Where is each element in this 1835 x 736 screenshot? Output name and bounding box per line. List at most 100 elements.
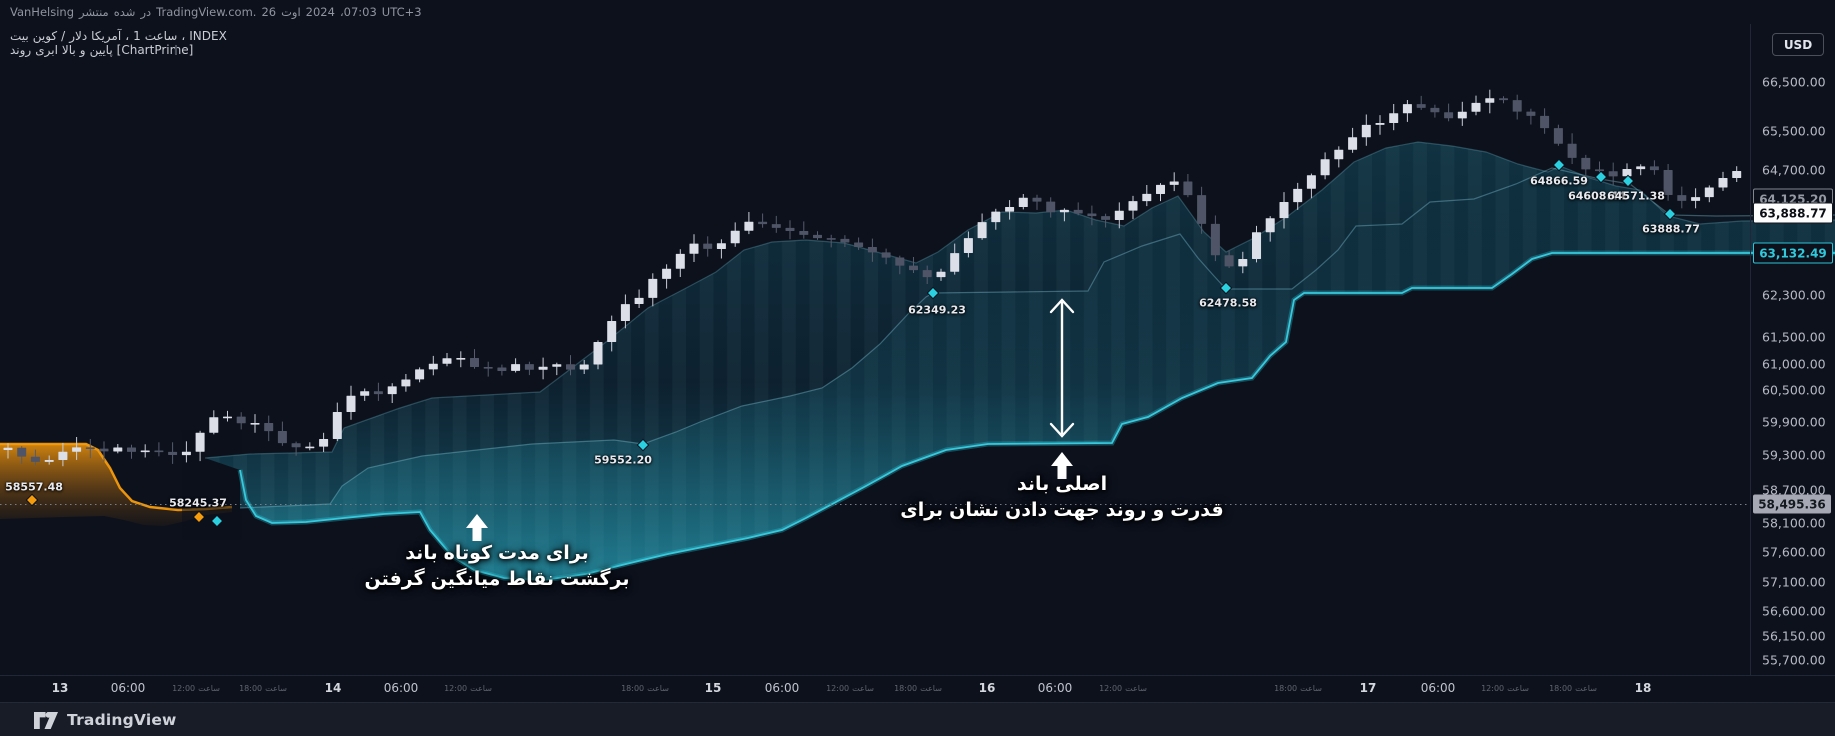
time-tick[interactable]: 06:00 xyxy=(765,681,800,695)
price-badge: 63,888.77 xyxy=(1753,202,1833,224)
price-tick: 66,500.00 xyxy=(1762,74,1826,90)
time-tick[interactable]: 12:00 ساعت xyxy=(172,684,220,693)
time-tick-piece: ساعت xyxy=(852,684,874,693)
text-piece: VanHelsing xyxy=(10,5,75,19)
short-band-annotation: باند کوتاه مدت برای گرفتن میانگین نقاط برگشت xyxy=(364,540,629,592)
text-piece: ، xyxy=(125,29,130,43)
pivot-price-label: 59552.20 xyxy=(594,453,652,467)
pivot-price-label: 62349.23 xyxy=(908,303,966,317)
time-tick[interactable]: 12:00 ساعت xyxy=(1481,684,1529,693)
annotation-word: نشان xyxy=(949,499,999,521)
time-tick-piece: 06:00 xyxy=(110,681,146,695)
price-tick: 57,100.00 xyxy=(1762,574,1826,590)
text-piece: دلار xyxy=(69,29,88,43)
price-tick: 65,500.00 xyxy=(1762,123,1826,139)
time-tick[interactable]: 14 xyxy=(325,681,342,695)
annotation-word: برگشت xyxy=(560,568,630,590)
text-piece: UTC+3 xyxy=(381,5,422,19)
text-piece: 26 xyxy=(261,5,277,19)
text-piece: ، xyxy=(181,29,186,43)
text-piece: آمریکا xyxy=(91,29,122,43)
price-badge: 58,495.36 xyxy=(1753,494,1831,514)
annotation-word: باند xyxy=(1016,473,1050,495)
time-tick-piece: ساعت xyxy=(920,684,942,693)
currency-usd-button[interactable]: USD xyxy=(1772,33,1824,56)
time-tick[interactable]: 15 xyxy=(705,681,722,695)
candle-bodies xyxy=(3,98,1742,462)
price-tick: 60,500.00 xyxy=(1762,382,1826,398)
time-tick-piece: ساعت xyxy=(198,684,220,693)
time-tick[interactable]: 18:00 ساعت xyxy=(239,684,287,693)
time-tick-piece: ساعت xyxy=(647,684,669,693)
time-tick[interactable]: 18:00 ساعت xyxy=(621,684,669,693)
pivot-price-label: 63888.77 xyxy=(1642,222,1700,236)
text-piece: ،07:03 xyxy=(339,5,377,19)
time-tick[interactable]: 12:00 ساعت xyxy=(444,684,492,693)
price-tick: 57,600.00 xyxy=(1762,544,1826,560)
annotation-word: قدرت xyxy=(1170,499,1224,521)
time-tick-piece: ساعت xyxy=(1507,684,1529,693)
indicator-legend[interactable]: روند ابری بالا و پایین [ChartPrime] xyxy=(10,43,193,57)
time-tick[interactable]: 06:00 xyxy=(384,681,419,695)
symbol-legend[interactable]: بیت کوین / دلار آمریکا ، 1 ساعت ، INDEX xyxy=(10,29,227,43)
main-band-top-edge xyxy=(239,167,1835,509)
text-piece: TradingView.com. xyxy=(156,5,257,19)
legend-caret xyxy=(175,45,177,55)
short-band-top-edge xyxy=(204,141,1835,459)
price-tick: 62,300.00 xyxy=(1762,287,1826,303)
time-tick-piece: 15 xyxy=(704,681,722,695)
annotation-word: اصلی xyxy=(1055,473,1108,495)
price-tick: 64,700.00 xyxy=(1762,162,1826,178)
pivot-price-label: 64608.44 xyxy=(1568,189,1626,203)
main-band-annotation: باند اصلی برای نشان دادن جهت روند و قدرت xyxy=(900,471,1223,523)
annotation-word: کوتاه xyxy=(443,542,493,564)
time-tick-piece: 18:00 xyxy=(1274,684,1298,693)
time-tick[interactable]: 17 xyxy=(1360,681,1377,695)
time-tick-piece: 18:00 xyxy=(621,684,645,693)
price-tick: 55,700.00 xyxy=(1762,652,1826,668)
annotation-word: میانگین xyxy=(430,568,501,590)
time-tick[interactable]: 12:00 ساعت xyxy=(826,684,874,693)
text-piece: [ChartPrime] xyxy=(116,43,194,57)
time-tick-piece: 18:00 xyxy=(1549,684,1573,693)
pivot-diamonds xyxy=(25,158,1677,528)
time-tick-piece: 06:00 xyxy=(383,681,419,695)
time-tick-piece: 06:00 xyxy=(1420,681,1456,695)
price-badge: 63,132.49 xyxy=(1753,242,1833,264)
price-axis-separator xyxy=(1750,24,1751,675)
time-tick-piece: 12:00 xyxy=(826,684,850,693)
tradingview-logo-icon[interactable] xyxy=(34,711,58,730)
annotation-arrows xyxy=(466,298,1075,541)
main-band-region xyxy=(240,168,1835,580)
time-tick[interactable]: 16 xyxy=(979,681,996,695)
time-tick-piece: 13 xyxy=(51,681,69,695)
time-tick[interactable]: 06:00 xyxy=(1038,681,1073,695)
tradingview-logo-text[interactable]: TradingView xyxy=(67,711,177,729)
price-tick: 61,000.00 xyxy=(1762,356,1826,372)
time-tick[interactable]: 06:00 xyxy=(111,681,146,695)
text-piece: ساعت xyxy=(144,29,178,43)
annotation-word: برای xyxy=(900,499,944,521)
time-tick[interactable]: 18 xyxy=(1635,681,1652,695)
text-piece: روند xyxy=(10,43,32,57)
text-piece: 1 xyxy=(133,29,141,43)
time-tick[interactable]: 06:00 xyxy=(1421,681,1456,695)
annotation-word: مدت xyxy=(498,542,540,564)
text-piece: اوت xyxy=(281,5,301,19)
time-tick-piece: 06:00 xyxy=(764,681,800,695)
text-piece: ابری xyxy=(35,43,58,57)
time-tick-piece: 12:00 xyxy=(444,684,468,693)
pivot-price-label: 64571.38 xyxy=(1607,189,1665,203)
time-tick-piece: 14 xyxy=(324,681,342,695)
time-tick[interactable]: 12:00 ساعت xyxy=(1099,684,1147,693)
annotation-word: نقاط xyxy=(506,568,555,590)
time-tick-piece: 17 xyxy=(1359,681,1377,695)
time-tick[interactable]: 13 xyxy=(52,681,69,695)
annotation-word: جهت xyxy=(1053,499,1100,521)
time-tick[interactable]: 18:00 ساعت xyxy=(1549,684,1597,693)
time-axis-separator xyxy=(0,675,1835,676)
time-tick[interactable]: 18:00 ساعت xyxy=(894,684,942,693)
time-tick[interactable]: 18:00 ساعت xyxy=(1274,684,1322,693)
time-tick-piece: 16 xyxy=(978,681,996,695)
